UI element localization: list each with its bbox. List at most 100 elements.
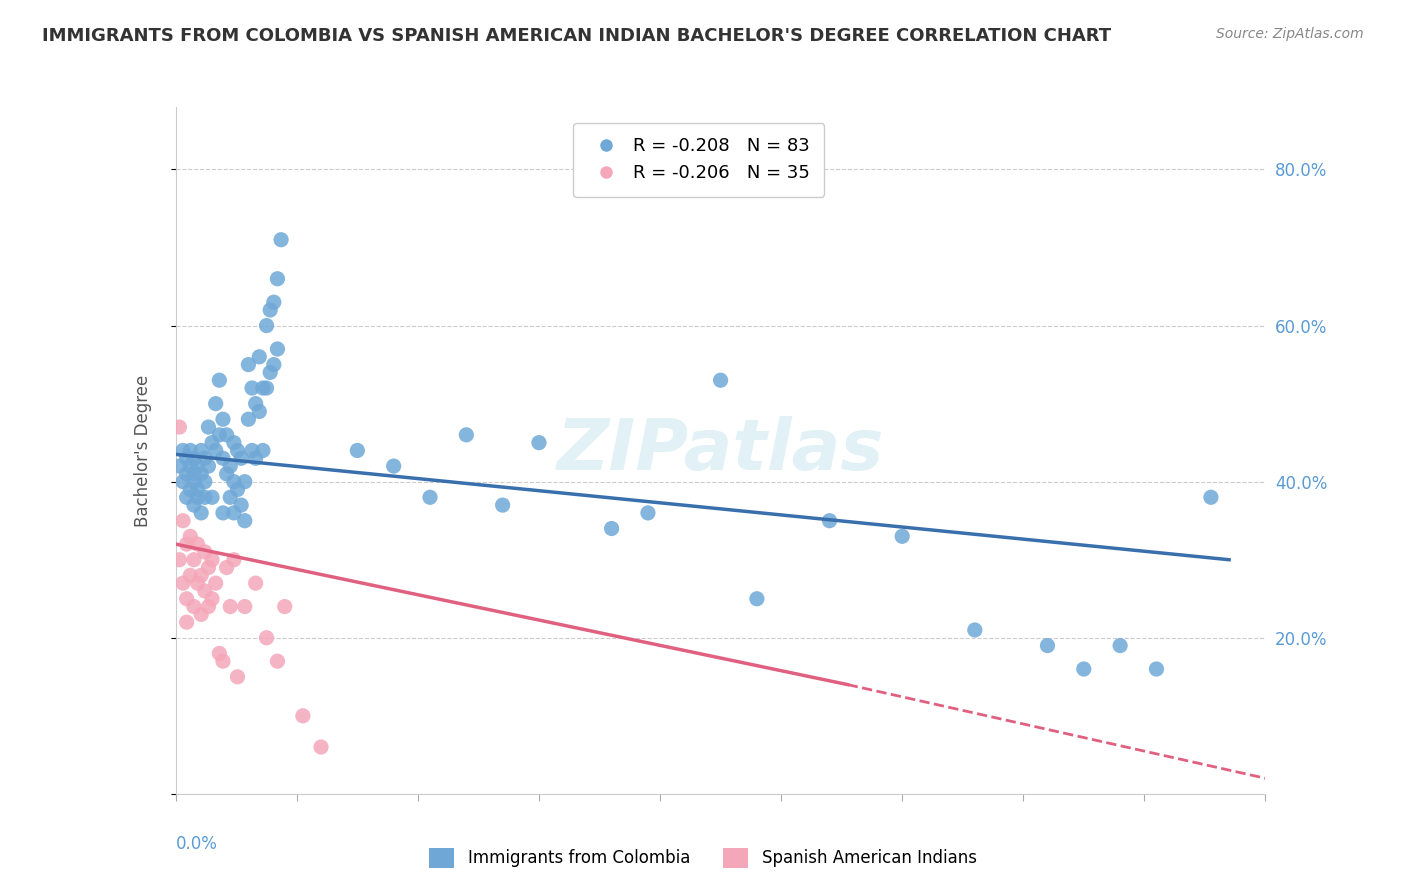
Point [186, 537, 209, 551]
Point [256, 631, 278, 645]
Point [201, 435, 224, 450]
Point [169, 552, 191, 567]
Point [186, 458, 209, 473]
Point [256, 381, 278, 395]
Point [245, 396, 267, 410]
Point [233, 475, 256, 489]
Point [197, 599, 219, 614]
Point [259, 366, 281, 380]
Point [266, 271, 288, 285]
Point [176, 467, 198, 481]
Point [527, 435, 550, 450]
Point [231, 498, 253, 512]
Point [212, 451, 235, 466]
Point [1073, 662, 1095, 676]
Point [226, 483, 249, 497]
Point [172, 475, 194, 489]
Point [222, 506, 245, 520]
Point [183, 552, 205, 567]
Text: ZIPatlas: ZIPatlas [557, 416, 884, 485]
Point [637, 506, 659, 520]
Point [1146, 662, 1168, 676]
Point [183, 451, 205, 466]
Point [183, 475, 205, 489]
Point [456, 427, 478, 442]
Point [891, 529, 914, 543]
Point [194, 475, 217, 489]
Point [186, 576, 209, 591]
Point [245, 451, 267, 466]
Text: 0.0%: 0.0% [176, 835, 218, 853]
Text: Source: ZipAtlas.com: Source: ZipAtlas.com [1216, 27, 1364, 41]
Point [215, 427, 238, 442]
Point [169, 458, 191, 473]
Point [201, 591, 224, 606]
Point [201, 552, 224, 567]
Point [291, 708, 314, 723]
Point [204, 576, 226, 591]
Point [247, 350, 270, 364]
Point [1036, 639, 1059, 653]
Point [194, 545, 217, 559]
Point [197, 560, 219, 574]
Point [176, 591, 198, 606]
Point [190, 443, 212, 458]
Point [382, 458, 405, 473]
Point [710, 373, 733, 387]
Point [172, 443, 194, 458]
Point [256, 318, 278, 333]
Point [208, 427, 231, 442]
Point [222, 435, 245, 450]
Point [240, 443, 263, 458]
Point [266, 654, 288, 668]
Point [346, 443, 368, 458]
Point [190, 467, 212, 481]
Point [212, 412, 235, 426]
Point [492, 498, 515, 512]
Point [179, 529, 201, 543]
Point [270, 233, 292, 247]
Point [186, 483, 209, 497]
Point [176, 451, 198, 466]
Point [231, 451, 253, 466]
Point [204, 396, 226, 410]
Point [179, 443, 201, 458]
Point [219, 599, 242, 614]
Point [212, 654, 235, 668]
Point [247, 404, 270, 418]
Point [183, 599, 205, 614]
Point [176, 490, 198, 504]
Point [266, 342, 288, 356]
Point [197, 420, 219, 434]
Point [172, 514, 194, 528]
Point [183, 498, 205, 512]
Point [179, 483, 201, 497]
Point [219, 490, 242, 504]
Point [222, 475, 245, 489]
Point [190, 568, 212, 582]
Point [172, 576, 194, 591]
Point [194, 451, 217, 466]
Point [194, 583, 217, 598]
Point [818, 514, 841, 528]
Point [186, 490, 209, 504]
Point [419, 490, 441, 504]
Point [179, 458, 201, 473]
Point [1199, 490, 1222, 504]
Point [240, 381, 263, 395]
Point [245, 576, 267, 591]
Point [190, 506, 212, 520]
Point [204, 443, 226, 458]
Point [208, 646, 231, 660]
Point [183, 467, 205, 481]
Point [259, 302, 281, 317]
Legend: R = -0.208   N = 83, R = -0.206   N = 35: R = -0.208 N = 83, R = -0.206 N = 35 [574, 123, 824, 197]
Point [238, 358, 260, 372]
Text: IMMIGRANTS FROM COLOMBIA VS SPANISH AMERICAN INDIAN BACHELOR'S DEGREE CORRELATIO: IMMIGRANTS FROM COLOMBIA VS SPANISH AMER… [42, 27, 1111, 45]
Point [252, 443, 274, 458]
Point [179, 568, 201, 582]
Point [252, 381, 274, 395]
Point [208, 373, 231, 387]
Point [197, 458, 219, 473]
Point [263, 295, 285, 310]
